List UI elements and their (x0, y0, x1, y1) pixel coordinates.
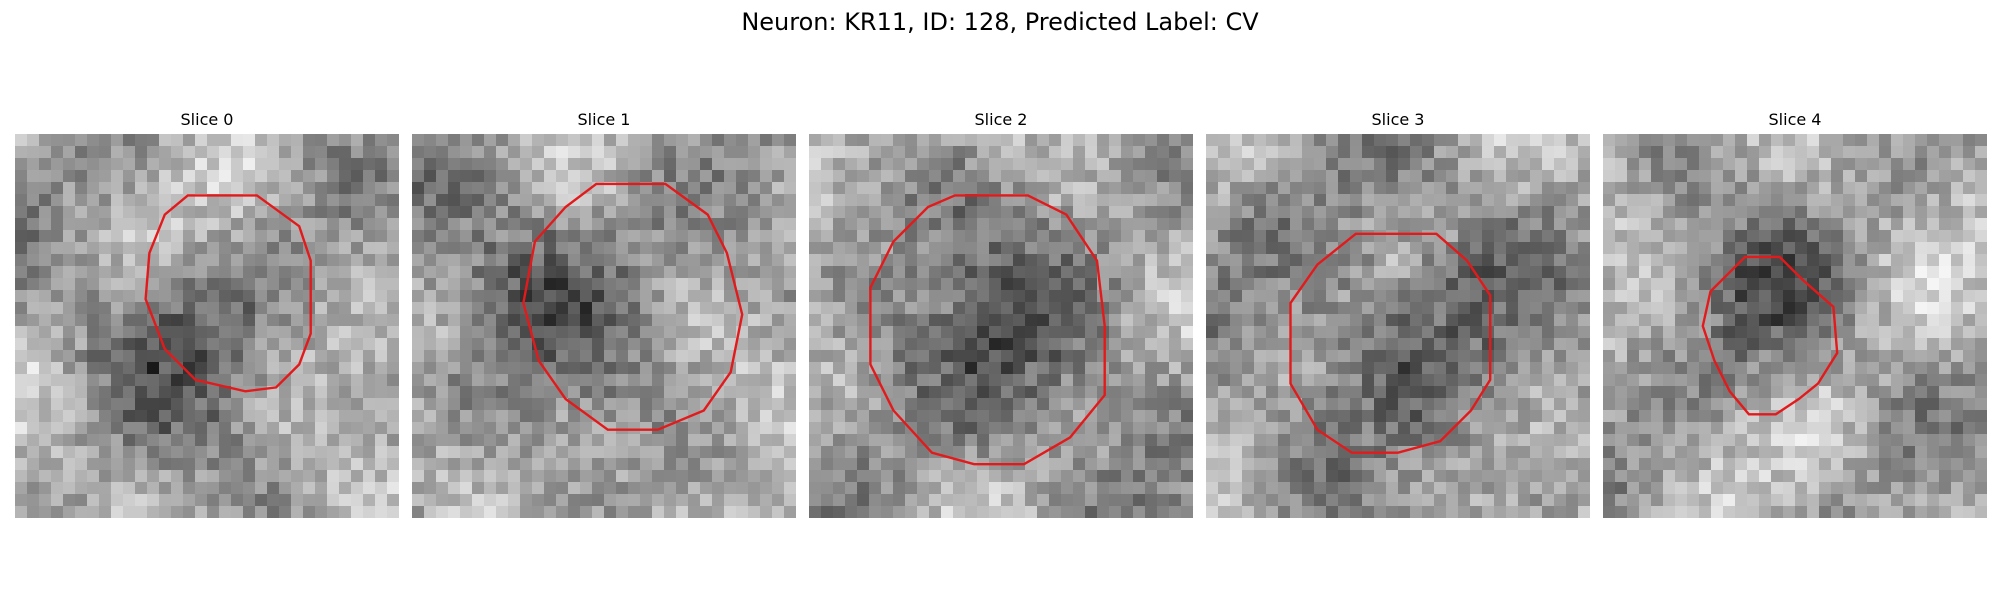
slice-panel-1: Slice 1 (412, 108, 796, 518)
slice-title-3: Slice 3 (1371, 110, 1425, 129)
slice-panel-3: Slice 3 (1206, 108, 1590, 518)
slice-image-2 (809, 134, 1193, 518)
slice-pixels-3 (1206, 134, 1590, 518)
slice-panel-0: Slice 0 (15, 108, 399, 518)
slice-title-1: Slice 1 (577, 110, 631, 129)
slice-image-4 (1603, 134, 1987, 518)
neuron-contour-2 (869, 194, 1106, 466)
slice-title-0: Slice 0 (180, 110, 234, 129)
neuron-contour-1 (522, 182, 744, 431)
neuron-contour-0 (144, 194, 312, 393)
slice-title-2: Slice 2 (974, 110, 1028, 129)
slice-pixels-0 (15, 134, 399, 518)
slice-panel-4: Slice 4 (1603, 108, 1987, 518)
slice-image-1 (412, 134, 796, 518)
neuron-contour-4 (1701, 255, 1839, 416)
neuron-contour-3 (1289, 232, 1492, 454)
slice-pixels-4 (1603, 134, 1987, 518)
slice-pixels-2 (809, 134, 1193, 518)
slice-pixels-1 (412, 134, 796, 518)
slice-panel-2: Slice 2 (809, 108, 1193, 518)
slice-image-0 (15, 134, 399, 518)
slice-title-4: Slice 4 (1768, 110, 1822, 129)
slice-image-3 (1206, 134, 1590, 518)
figure-title: Neuron: KR11, ID: 128, Predicted Label: … (741, 8, 1259, 36)
